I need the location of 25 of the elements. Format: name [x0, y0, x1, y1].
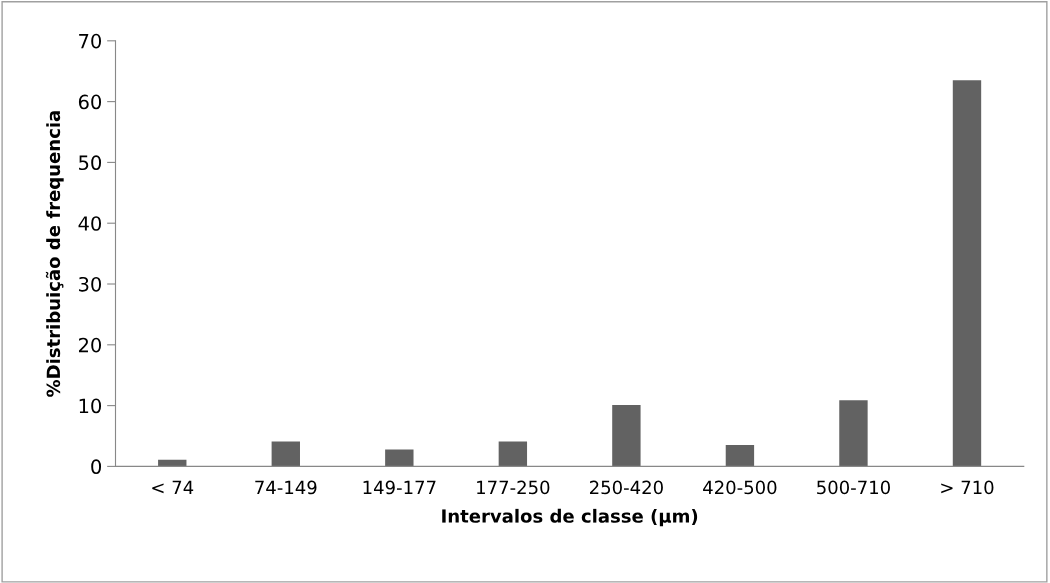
bar	[952, 80, 982, 467]
y-tick-label: 70	[79, 33, 102, 49]
y-tick-label: 10	[79, 398, 102, 414]
y-tick-label: 40	[78, 216, 102, 231]
x-tick-label: 74-149	[255, 480, 317, 495]
x-tick-label: < 74	[152, 480, 194, 495]
x-tick-label: 500-710	[817, 480, 890, 495]
x-tick-label: 177-250	[477, 480, 550, 495]
y-tick-label: 20	[78, 337, 102, 353]
bar	[725, 445, 755, 467]
bar	[271, 441, 300, 467]
y-tick-label: 50	[79, 155, 102, 171]
x-tick-label: 420-500	[703, 480, 777, 495]
y-tick-label: 30	[79, 276, 102, 292]
y-tick-label: 0	[91, 459, 102, 475]
y-tick-label: 60	[78, 94, 102, 110]
x-axis-title: Intervalos de classe (µm)	[442, 508, 698, 527]
x-tick-label: > 710	[941, 480, 994, 495]
bar	[839, 400, 868, 467]
x-tick-label: 250-420	[589, 480, 663, 495]
bar	[385, 449, 414, 467]
bar	[612, 404, 641, 467]
y-axis-title: %Distribuição de frequencia	[45, 111, 64, 397]
bar	[498, 441, 528, 467]
x-tick-label: 149-177	[363, 480, 436, 495]
